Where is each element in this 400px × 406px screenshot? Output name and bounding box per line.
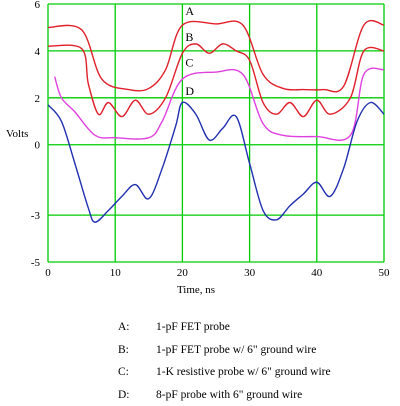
legend-item-b: B: 1-pF FET probe w/ 6" ground wire [118, 339, 400, 362]
legend-key: D: [118, 384, 156, 406]
series-letter-b: B [185, 30, 193, 44]
series-letter-a: A [185, 4, 194, 18]
legend-text: 1-K resistive probe w/ 6" ground wire [156, 361, 331, 384]
x-tick-label: 20 [177, 267, 189, 279]
x-tick-label: 10 [110, 267, 122, 279]
legend: A: 1-pF FET probe B: 1-pF FET probe w/ 6… [118, 316, 400, 406]
legend-item-c: C: 1-K resistive probe w/ 6" ground wire [118, 361, 400, 384]
legend-text: 8-pF probe with 6" ground wire [156, 384, 302, 406]
y-axis-label: Volts [6, 128, 28, 140]
x-tick-label: 50 [379, 267, 391, 279]
grid [48, 4, 384, 262]
y-tick-label: 6 [35, 0, 41, 11]
x-tick-label: 40 [311, 267, 323, 279]
series-line-c [55, 68, 384, 140]
series-letter-c: C [185, 56, 193, 70]
legend-item-a: A: 1-pF FET probe [118, 316, 400, 339]
x-tick-label: 30 [244, 267, 256, 279]
series-line-a [48, 21, 384, 92]
y-tick-label: 0 [35, 140, 41, 152]
legend-text: 1-pF FET probe [156, 316, 230, 339]
series-line-b [48, 44, 384, 117]
legend-key: B: [118, 339, 156, 362]
legend-text: 1-pF FET probe w/ 6" ground wire [156, 339, 316, 362]
x-tick-label: 0 [45, 267, 51, 279]
series-letter-d: D [185, 84, 194, 98]
y-tick-label: -5 [31, 257, 41, 269]
y-tick-label: -3 [31, 210, 41, 222]
series-line-d [48, 102, 384, 222]
legend-key: C: [118, 361, 156, 384]
y-tick-label: 2 [35, 93, 41, 105]
x-axis-label: Time, ns [177, 284, 215, 296]
legend-item-d: D: 8-pF probe with 6" ground wire [118, 384, 400, 406]
y-tick-label: 4 [35, 46, 41, 58]
legend-key: A: [118, 316, 156, 339]
